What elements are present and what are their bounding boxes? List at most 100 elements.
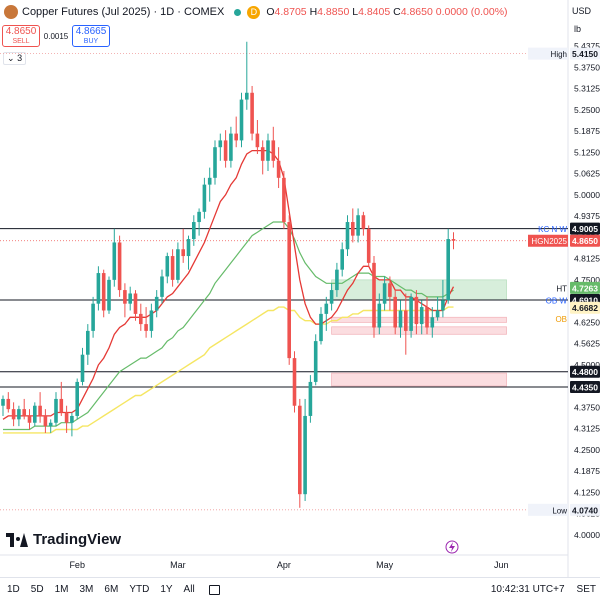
y-tick-label: 4.5000 (574, 360, 600, 370)
y-tick-label: 4.1250 (574, 487, 600, 497)
candle-body (287, 222, 291, 359)
y-tick-label: 4.0000 (574, 530, 600, 540)
symbol-title[interactable]: Copper Futures (Jul 2025) · 1D · COMEX (22, 6, 225, 18)
clock-readout[interactable]: 10:42:31 UTC+7 (490, 584, 565, 595)
range-1d[interactable]: 1D (7, 584, 20, 595)
candle-body (234, 133, 238, 141)
candle-body (27, 415, 32, 423)
range-3m[interactable]: 3M (79, 584, 94, 595)
ohlc-low-key: L (352, 6, 359, 18)
high-marker-label: High (551, 50, 567, 59)
candle-body (430, 317, 435, 328)
sell-button[interactable]: 4.8650 SELL (2, 25, 40, 47)
chevron-down-icon: ⌄ (7, 53, 15, 63)
candle-body (154, 296, 159, 311)
ohlc-close-key: C (393, 6, 401, 18)
copper-symbol-icon[interactable] (4, 5, 18, 19)
candle-body (292, 358, 297, 406)
candle-body (1, 398, 5, 406)
ob-value-tag-bg (570, 301, 600, 314)
candle-body (356, 215, 360, 236)
sell-price: 4.8650 (5, 26, 37, 37)
candle-body (361, 215, 366, 229)
range-5d[interactable]: 5D (30, 584, 44, 595)
indicators-toggle[interactable]: ⌄ 3 (3, 52, 27, 65)
candle-body (22, 409, 26, 416)
candle-body (11, 409, 16, 420)
low-marker-label: Low (552, 506, 567, 515)
y-tick-label: 5.3750 (574, 62, 600, 72)
range-ytd[interactable]: YTD (129, 584, 150, 595)
candle-body (96, 273, 101, 304)
candle-body (404, 310, 408, 331)
candle-body (75, 381, 79, 416)
buy-button[interactable]: 4.8665 BUY (72, 25, 110, 47)
candle-body (33, 405, 37, 423)
range-1y[interactable]: 1Y (160, 584, 173, 595)
candle-body (176, 249, 180, 280)
low-value-tag: 4.0740 (572, 505, 598, 515)
support-4480-tag-bg (570, 365, 600, 378)
candle-body (133, 293, 138, 314)
candle-body (160, 276, 164, 297)
data-badge[interactable]: D (247, 5, 261, 19)
candle-body (54, 398, 58, 423)
candle-body (117, 242, 122, 291)
event-lightning-bolt (449, 542, 455, 552)
candle-body (451, 239, 456, 241)
symbol-price-label: HGN2025 (531, 237, 567, 246)
candle-body (165, 256, 170, 277)
candle-body (213, 147, 217, 178)
chart-header: Copper Futures (Jul 2025) · 1D · COMEX D… (0, 0, 568, 24)
candle-body (319, 313, 323, 342)
candle-body (149, 310, 154, 331)
candle-body (239, 99, 244, 141)
symbol-price-label-bg (528, 234, 568, 247)
price-chart[interactable]: 5.4375 5.3750 5.3125 5.2500 5.1875 5.1250 5.06… (0, 0, 600, 578)
candle-body (181, 249, 185, 257)
candle-body (382, 283, 387, 304)
candle-body (112, 242, 117, 280)
y-tick-label: 5.2500 (574, 105, 600, 115)
candle-body (435, 310, 440, 318)
candle-body (170, 256, 175, 280)
currency-label[interactable]: USD (572, 6, 592, 16)
x-tick-label: Apr (277, 560, 291, 570)
candle-body (144, 324, 148, 331)
unit-label[interactable]: lb (574, 24, 582, 34)
candle-body (123, 290, 127, 304)
bottom-toolbar: 1D 5D 1M 3M 6M YTD 1Y All 10:42:31 UTC+7… (0, 577, 600, 601)
candle-body (398, 310, 403, 328)
session-settings[interactable]: SET (576, 584, 596, 595)
y-tick-label: 5.1875 (574, 126, 600, 136)
candle-body (303, 415, 307, 495)
x-tick-label: Feb (69, 560, 85, 570)
calendar-icon[interactable] (208, 584, 220, 595)
range-1m[interactable]: 1M (54, 584, 69, 595)
ob-w-value-tag: 4.6910 (572, 295, 598, 305)
candle-body (255, 133, 260, 148)
ohlc-open-value: 4.8705 (274, 6, 307, 18)
candle-body (80, 354, 85, 382)
candle-body (441, 300, 445, 311)
candle-body (139, 313, 143, 325)
candle-body (446, 239, 450, 301)
candle-body (351, 222, 355, 236)
event-lightning-icon (445, 540, 459, 554)
candle-body (298, 405, 302, 495)
y-tick-label: 4.5625 (574, 339, 600, 349)
candle-body (59, 398, 64, 413)
ob-w-label: OB W (546, 296, 568, 305)
candle-body (86, 330, 90, 355)
ohlc-close-value: 4.8650 0.0000 (0.00%) (400, 6, 508, 18)
candle-body (229, 133, 233, 161)
range-all[interactable]: All (183, 584, 195, 595)
x-tick-label: May (376, 560, 394, 570)
y-tick-label: 4.6250 (574, 317, 600, 327)
zone-box-3 (331, 372, 507, 387)
candle-body (91, 303, 95, 331)
market-status-icon (234, 8, 242, 16)
candle-body (329, 290, 334, 304)
kc-value-tag: 4.9005 (572, 224, 598, 234)
range-6m[interactable]: 6M (104, 584, 119, 595)
